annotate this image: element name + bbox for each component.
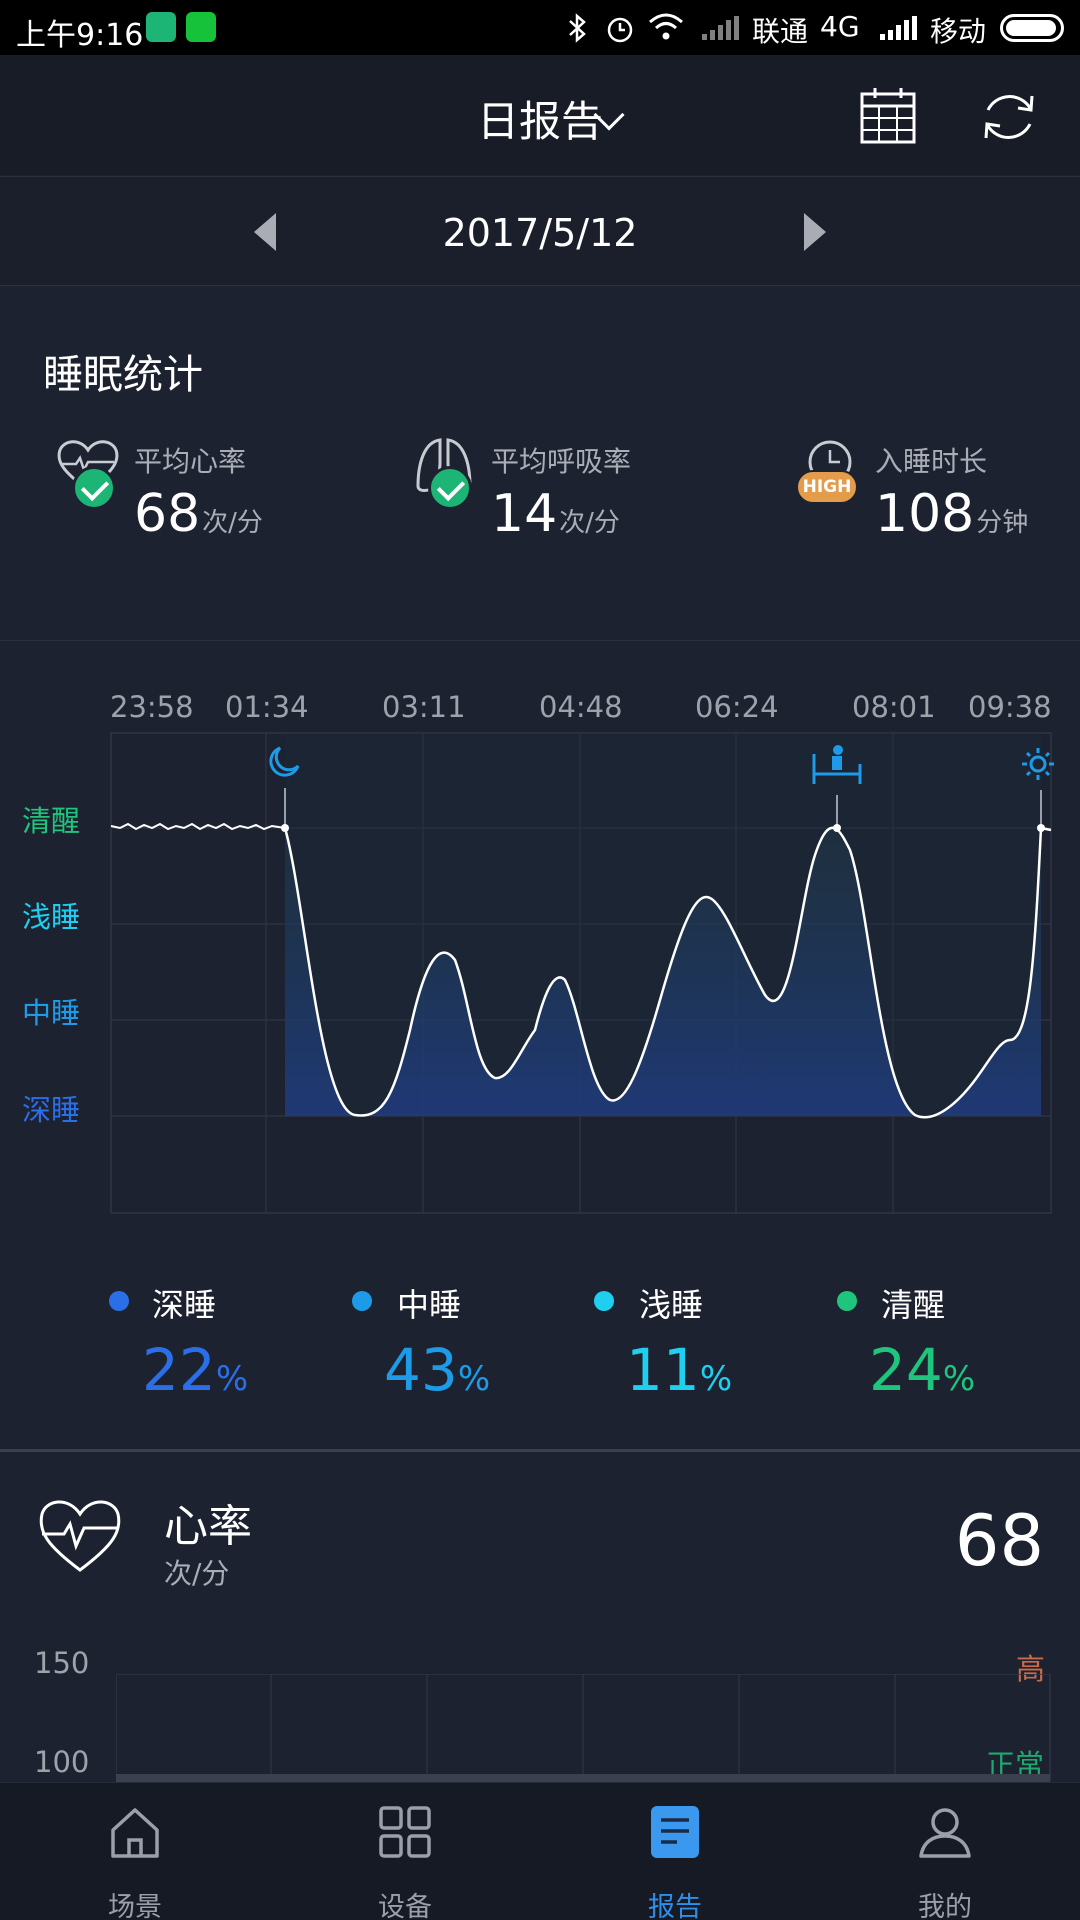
report-type-title[interactable]: 日报告 <box>476 97 603 146</box>
heart-rate-axis-label: 150 <box>34 1646 90 1680</box>
status-time: 上午9:16 <box>16 18 144 53</box>
legend-label-light: 浅睡 <box>639 1286 704 1324</box>
battery-icon <box>1000 14 1064 42</box>
time-label: 08:01 <box>852 690 936 724</box>
wifi-icon <box>649 13 683 40</box>
heart-rate-title: 心率 <box>164 1501 252 1552</box>
legend-percent-value: 43 <box>384 1336 458 1404</box>
legend-percent-deep: 22% <box>142 1336 248 1404</box>
stat-unit: 次/分 <box>202 508 263 538</box>
time-label: 01:34 <box>225 690 309 724</box>
carrier-1: 联通 <box>752 15 809 48</box>
nav-item-scene[interactable]: 场景 <box>0 1782 270 1920</box>
nav-item-report[interactable]: 报告 <box>540 1782 810 1920</box>
stat-value: 108 <box>875 484 975 544</box>
legend-percent-awake: 24% <box>869 1336 975 1404</box>
moon-icon <box>269 746 300 777</box>
legend-dot-medium <box>352 1291 372 1311</box>
stage-label-awake: 清醒 <box>22 804 81 838</box>
heart-rate-value: 68 <box>954 1500 1044 1582</box>
legend-percent-value: 22 <box>142 1336 216 1404</box>
legend-label-deep: 深睡 <box>152 1286 217 1324</box>
grid-icon <box>379 1806 431 1858</box>
legend-label-medium: 中睡 <box>397 1286 462 1324</box>
legend-percent-value: 24 <box>869 1336 943 1404</box>
stat-unit: 分钟 <box>976 508 1029 538</box>
check-badge-icon <box>72 466 116 510</box>
level-high-label: 高 <box>1016 1652 1046 1686</box>
legend-dot-awake <box>837 1291 857 1311</box>
time-label: 04:48 <box>539 690 623 724</box>
nav-label: 报告 <box>648 1892 702 1920</box>
legend-label-awake: 清醒 <box>881 1286 946 1324</box>
signal-bars-1 <box>702 16 739 40</box>
high-badge: HIGH <box>796 470 858 504</box>
legend-percent-value: 11 <box>626 1336 700 1404</box>
legend-percent-medium: 43% <box>384 1336 490 1404</box>
heart-rate-unit: 次/分 <box>164 1557 230 1590</box>
divider <box>0 1449 1080 1452</box>
sun-icon <box>1022 748 1054 780</box>
sleep-curve-chart <box>110 732 1052 1214</box>
bottom-navigation <box>0 1782 1080 1920</box>
get-up-icon <box>812 745 862 784</box>
nav-label: 场景 <box>108 1892 162 1920</box>
stat-value: 14 <box>491 484 558 544</box>
stat-breath-rate: 14次/分 <box>491 484 620 544</box>
home-icon <box>111 1808 159 1858</box>
shield-app-icon <box>146 12 176 42</box>
stage-label-light: 浅睡 <box>22 900 81 934</box>
heart-icon <box>57 440 119 492</box>
nav-label: 设备 <box>378 1892 432 1920</box>
check-badge-icon <box>428 466 472 510</box>
stat-label-heart-rate: 平均心率 <box>134 445 247 478</box>
time-label: 09:38 <box>968 690 1052 724</box>
date-navigation <box>0 176 1080 286</box>
stage-label-deep: 深睡 <box>22 1093 81 1127</box>
carrier-2: 移动 <box>930 15 987 48</box>
time-label: 06:24 <box>695 690 779 724</box>
legend-dot-deep <box>109 1291 129 1311</box>
stat-label-sleep-onset: 入睡时长 <box>875 445 988 478</box>
signal-bars-2 <box>880 16 917 40</box>
stat-value: 68 <box>134 484 201 544</box>
bluetooth-icon <box>569 13 586 43</box>
legend-percent-light: 11% <box>626 1336 732 1404</box>
heart-rate-grid <box>116 1674 1051 1782</box>
stat-unit: 次/分 <box>559 508 620 538</box>
nav-label: 我的 <box>918 1892 972 1920</box>
network-type: 4G <box>820 10 860 43</box>
percent-symbol: % <box>942 1359 976 1399</box>
percent-symbol: % <box>457 1359 491 1399</box>
app-header <box>0 55 1080 175</box>
nav-item-devices[interactable]: 设备 <box>270 1782 540 1920</box>
stat-label-breath-rate: 平均呼吸率 <box>491 445 632 478</box>
legend-dot-light <box>594 1291 614 1311</box>
report-icon <box>651 1806 699 1858</box>
wechat-icon <box>186 12 216 42</box>
calendar-icon[interactable] <box>858 86 918 146</box>
refresh-icon[interactable] <box>978 86 1040 148</box>
percent-symbol: % <box>215 1359 249 1399</box>
previous-day-arrow-icon[interactable] <box>254 213 276 251</box>
stage-label-medium: 中睡 <box>22 996 81 1030</box>
percent-symbol: % <box>699 1359 733 1399</box>
current-date: 2017/5/12 <box>442 211 638 255</box>
divider <box>0 640 1080 641</box>
time-label: 03:11 <box>382 690 466 724</box>
alarm-icon <box>607 17 633 43</box>
time-label: 23:58 <box>110 690 194 724</box>
sleep-stats-title: 睡眠统计 <box>43 352 203 398</box>
user-icon <box>919 1808 971 1858</box>
stat-heart-rate: 68次/分 <box>134 484 263 544</box>
heart-rate-icon <box>39 1500 121 1572</box>
nav-item-mine[interactable]: 我的 <box>810 1782 1080 1920</box>
stat-sleep-onset: 108分钟 <box>875 484 1028 544</box>
heart-rate-axis-label: 100 <box>34 1745 90 1779</box>
next-day-arrow-icon[interactable] <box>804 213 826 251</box>
